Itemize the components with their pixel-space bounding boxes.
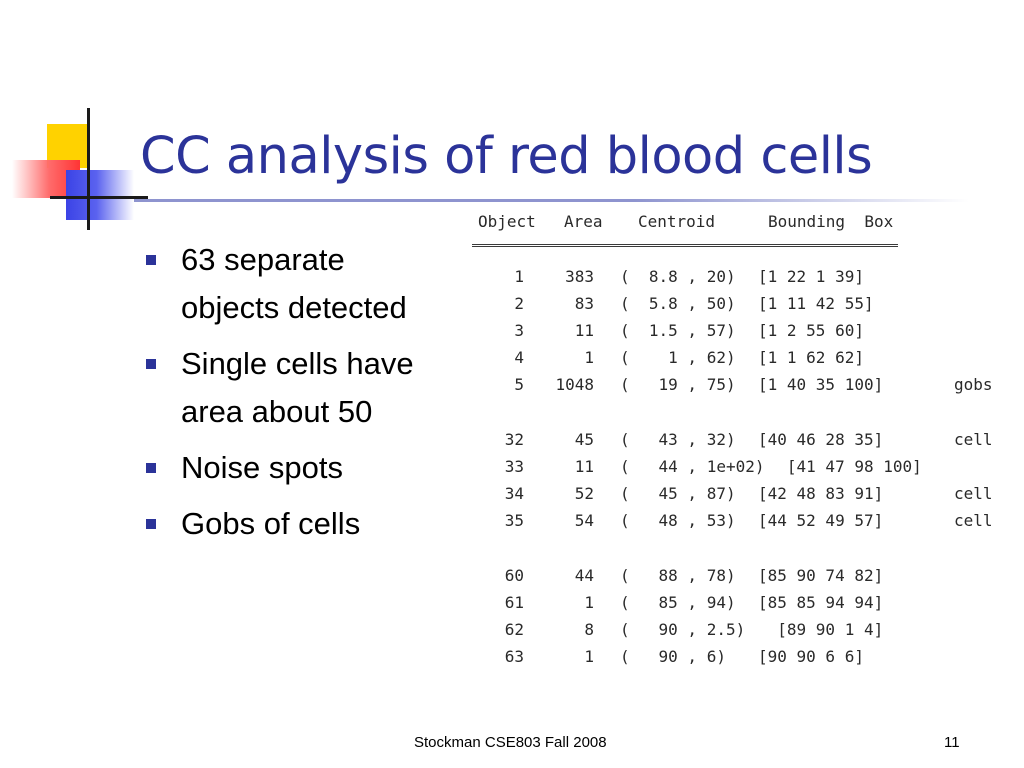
cell-area: 1048 [555, 375, 594, 394]
cell-object: 62 [504, 620, 524, 639]
header-separator [472, 244, 898, 247]
bullet-square-icon [146, 463, 156, 473]
header-area: Area [564, 212, 603, 231]
cell-bounding-box: [1 2 55 60] [758, 321, 864, 340]
bullet-square-icon [146, 519, 156, 529]
cell-centroid: ( 90 , 6) [620, 647, 726, 666]
bullet-text: Gobs of cells [181, 506, 361, 541]
cell-object: 60 [504, 566, 524, 585]
cell-area: 8 [584, 620, 594, 639]
cell-object: 4 [514, 348, 524, 367]
bullet-item: Gobs of cells [144, 500, 444, 548]
cell-centroid: ( 5.8 , 50) [620, 294, 736, 313]
bullet-item: Noise spots [144, 444, 444, 492]
bullet-square-icon [146, 255, 156, 265]
table-row: 5 1048 ( 19 , 75) [1 40 35 100] gobs [466, 372, 1000, 398]
slide-footer: Stockman CSE803 Fall 2008 [414, 734, 607, 751]
cell-centroid: ( 88 , 78) [620, 566, 736, 585]
table-row: 3 11 ( 1.5 , 57) [1 2 55 60] [466, 318, 1000, 344]
cell-object: 33 [504, 457, 524, 476]
cell-bounding-box: [90 90 6 6] [758, 647, 864, 666]
cell-bounding-box: [85 85 94 94] [758, 593, 884, 612]
cell-centroid: ( 48 , 53) [620, 511, 736, 530]
table-row: 35 54 ( 48 , 53) [44 52 49 57] cell [466, 508, 1000, 534]
cell-centroid: ( 90 , 2.5) [620, 620, 746, 639]
decorative-logo [0, 0, 148, 240]
cell-area: 1 [584, 593, 594, 612]
table-row: 2 83 ( 5.8 , 50) [1 11 42 55] [466, 291, 1000, 317]
cell-area: 1 [584, 348, 594, 367]
horizontal-line-decoration [50, 196, 148, 199]
bullet-text: 63 separate objects detected [181, 242, 407, 325]
cell-label: cell [954, 484, 993, 503]
cell-object: 34 [504, 484, 524, 503]
cc-analysis-printout: Object Area Centroid Bounding Box 1 383( … [466, 210, 1000, 680]
cell-object: 5 [514, 375, 524, 394]
cell-object: 3 [514, 321, 524, 340]
cell-centroid: ( 85 , 94) [620, 593, 736, 612]
table-row: 63 1 ( 90 , 6) [90 90 6 6] [466, 644, 1000, 670]
cell-area: 44 [574, 566, 594, 585]
bullet-square-icon [146, 359, 156, 369]
table-row: 4 1 ( 1 , 62) [1 1 62 62] [466, 345, 1000, 371]
cell-object: 2 [514, 294, 524, 313]
cell-area: 11 [574, 457, 594, 476]
cell-centroid: ( 19 , 75) [620, 375, 736, 394]
header-object: Object [478, 212, 536, 231]
cell-bounding-box: [44 52 49 57] [758, 511, 884, 530]
header-bounding-box: Bounding Box [768, 212, 894, 231]
cell-area: 54 [574, 511, 594, 530]
table-row: 33 11 ( 44 , 1e+02) [41 47 98 100] [466, 454, 1000, 480]
cell-bounding-box: [1 40 35 100] [758, 375, 884, 394]
cell-centroid: ( 44 , 1e+02) [620, 457, 765, 476]
header-centroid: Centroid [638, 212, 716, 231]
cell-area: 45 [574, 430, 594, 449]
cell-centroid: ( 1 , 62) [620, 348, 736, 367]
table-row: 62 8 ( 90 , 2.5) [89 90 1 4] [466, 617, 1000, 643]
cell-object: 63 [504, 647, 524, 666]
cell-bounding-box: [89 90 1 4] [758, 620, 884, 639]
page-number: 11 [944, 734, 960, 751]
cell-area: 11 [574, 321, 594, 340]
cell-label: cell [954, 511, 993, 530]
table-row: 34 52 ( 45 , 87) [42 48 83 91] cell [466, 481, 1000, 507]
table-row: 60 44 ( 88 , 78) [85 90 74 82] [466, 563, 1000, 589]
cell-object: 35 [504, 511, 524, 530]
cell-centroid: ( 8.8 , 20) [620, 267, 736, 286]
cell-centroid: ( 43 , 32) [620, 430, 736, 449]
printout-header: Object Area Centroid Bounding Box [466, 212, 893, 238]
cell-object: 61 [504, 593, 524, 612]
cell-bounding-box: [1 1 62 62] [758, 348, 864, 367]
cell-bounding-box: [1 22 1 39] [758, 267, 864, 286]
cell-centroid: ( 45 , 87) [620, 484, 736, 503]
table-row: 1 383 ( 8.8 , 20) [1 22 1 39] [466, 264, 1000, 290]
bullet-list: 63 separate objects detected Single cell… [144, 236, 444, 556]
bullet-item: 63 separate objects detected [144, 236, 444, 332]
cell-bounding-box: [85 90 74 82] [758, 566, 884, 585]
cell-area: 383 [565, 267, 594, 286]
cell-bounding-box: [40 46 28 35] [758, 430, 884, 449]
bullet-text: Single cells have area about 50 [181, 346, 414, 429]
slide-title: CC analysis of red blood cells [140, 127, 873, 186]
title-underline [134, 199, 969, 202]
cell-bounding-box: [42 48 83 91] [758, 484, 884, 503]
cell-centroid: ( 1.5 , 57) [620, 321, 736, 340]
cell-area: 1 [584, 647, 594, 666]
cell-object: 32 [504, 430, 524, 449]
vertical-line-decoration [87, 108, 90, 230]
cell-area: 83 [574, 294, 594, 313]
cell-object: 1 [514, 267, 524, 286]
cell-label: cell [954, 430, 993, 449]
bullet-item: Single cells have area about 50 [144, 340, 444, 436]
bullet-text: Noise spots [181, 450, 343, 485]
cell-area: 52 [574, 484, 594, 503]
cell-label: gobs [954, 375, 993, 394]
blue-square-decoration [66, 170, 134, 220]
cell-bounding-box: [41 47 98 100] [758, 457, 922, 476]
table-row: 61 1 ( 85 , 94) [85 85 94 94] [466, 590, 1000, 616]
cell-bounding-box: [1 11 42 55] [758, 294, 874, 313]
table-row: 32 45 ( 43 , 32) [40 46 28 35] cell [466, 427, 1000, 453]
